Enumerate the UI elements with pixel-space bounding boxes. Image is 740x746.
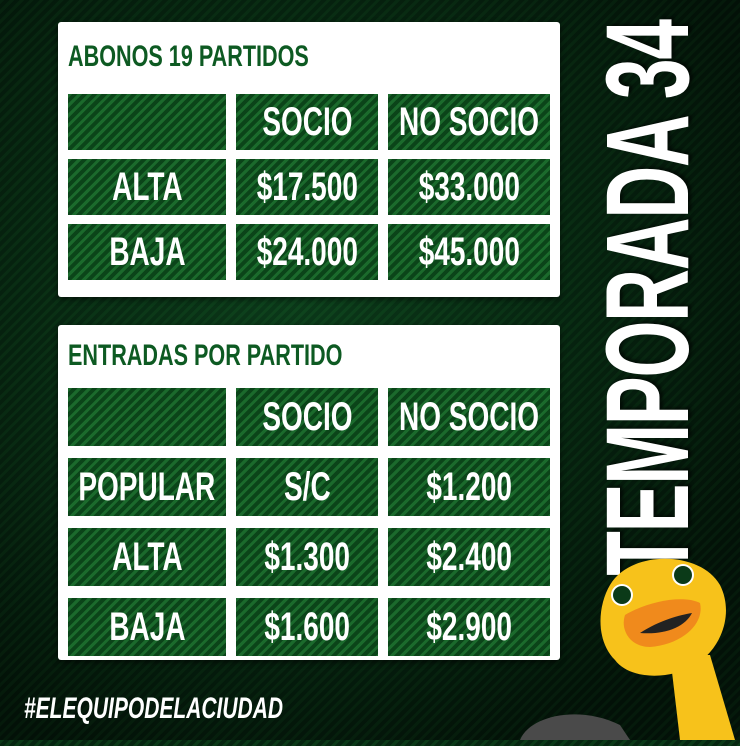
header-cell [68, 388, 226, 446]
price-cell: $2.400 [388, 528, 550, 586]
cell-text: S/C [283, 464, 331, 509]
cell-text: $1.300 [264, 534, 350, 579]
row-label-cell: ALTA [68, 528, 226, 586]
header-cell: NO SOCIO [388, 94, 550, 150]
cell-text: ALTA [111, 534, 183, 579]
header-cell: SOCIO [236, 94, 378, 150]
cell-text: BAJA [108, 229, 186, 274]
row-label-cell: BAJA [68, 598, 226, 656]
price-cell: $24.000 [236, 224, 378, 280]
cell-text: $2.400 [426, 534, 512, 579]
cell-text: $1.200 [426, 464, 512, 509]
price-cell: $33.000 [388, 159, 550, 215]
abonos-panel: ABONOS 19 PARTIDOS SOCIO NO SOCIO ALTA $17.… [58, 22, 560, 297]
cell-text: BAJA [108, 604, 186, 649]
price-cell: $1.600 [236, 598, 378, 656]
header-cell: NO SOCIO [388, 388, 550, 446]
cell-text: ALTA [111, 164, 183, 209]
header-cell [68, 94, 226, 150]
duck-mascot-icon [520, 558, 735, 740]
row-label-cell: BAJA [68, 224, 226, 280]
cell-text: NO SOCIO [398, 99, 540, 144]
cell-text: $2.900 [426, 604, 512, 649]
cell-text: $45.000 [418, 229, 520, 274]
cell-text: SOCIO [261, 394, 353, 439]
cell-text: SOCIO [261, 99, 353, 144]
abonos-title: ABONOS 19 PARTIDOS [68, 40, 309, 73]
cell-text: NO SOCIO [398, 394, 540, 439]
cell-text: $33.000 [418, 164, 520, 209]
price-cell: $1.300 [236, 528, 378, 586]
price-cell: $1.200 [388, 458, 550, 516]
price-cell: S/C [236, 458, 378, 516]
cell-text: $17.500 [256, 164, 358, 209]
header-cell: SOCIO [236, 388, 378, 446]
cell-text: $1.600 [264, 604, 350, 649]
cell-text: $24.000 [256, 229, 358, 274]
price-cell: $17.500 [236, 159, 378, 215]
cell-text: POPULAR [78, 464, 216, 509]
row-label-cell: ALTA [68, 159, 226, 215]
price-cell: $45.000 [388, 224, 550, 280]
row-label-cell: POPULAR [68, 458, 226, 516]
entradas-title: ENTRADAS POR PARTIDO [68, 339, 343, 372]
hashtag: #ELEQUIPODELACIUDAD [24, 692, 284, 725]
entradas-panel: ENTRADAS POR PARTIDO SOCIO NO SOCIO POPULA… [58, 325, 560, 660]
price-cell: $2.900 [388, 598, 550, 656]
